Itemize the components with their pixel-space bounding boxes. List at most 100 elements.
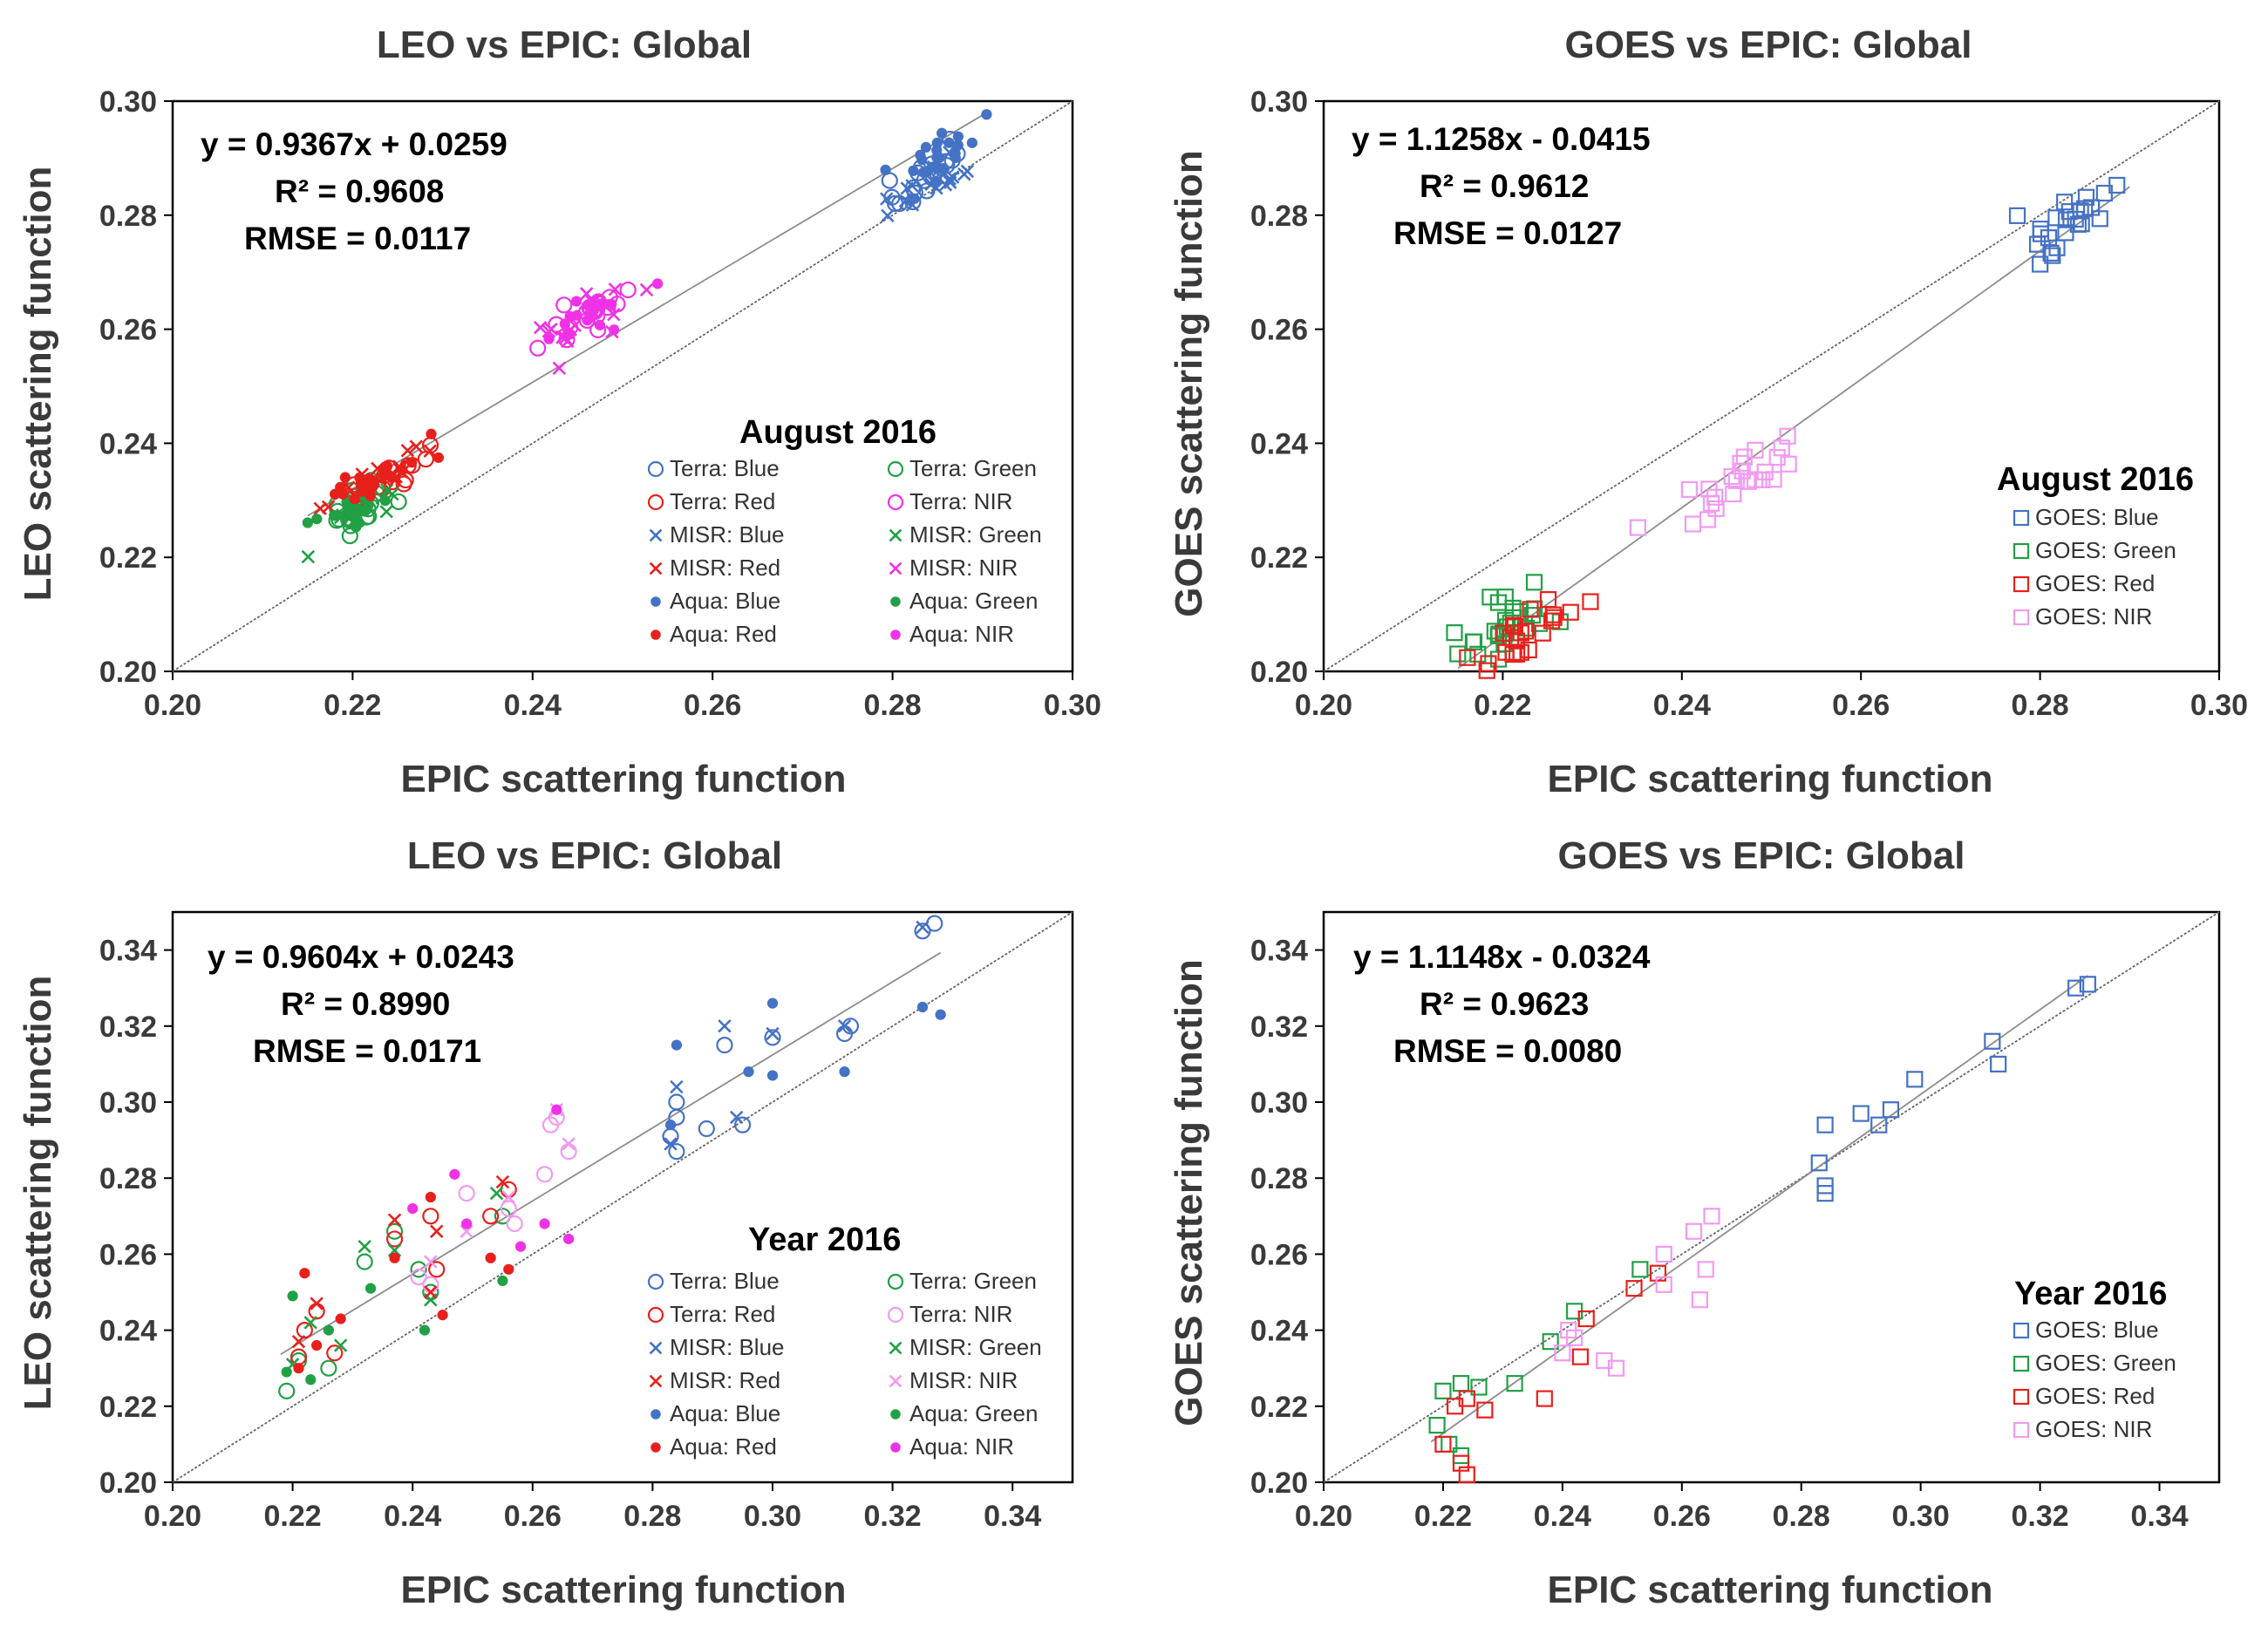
data-point: [407, 1202, 419, 1215]
legend-marker: [649, 562, 663, 575]
data-point: [385, 1230, 404, 1248]
series-goes-red: [1459, 590, 1599, 679]
series-terra-red: [289, 1181, 517, 1365]
legend-marker: [2013, 1322, 2030, 1339]
legend-label: GOES: NIR: [2035, 1416, 2152, 1442]
data-point: [662, 1127, 679, 1145]
data-point: [1446, 624, 1463, 642]
x-axis-label: EPIC scattering function: [401, 1569, 847, 1611]
legend: GOES: Blue GOES: Green GOES: Red GOES: NIR: [2013, 504, 2176, 630]
legend-item: MISR: NIR: [889, 555, 1018, 581]
data-point: [364, 1283, 377, 1294]
data-point: [424, 1285, 438, 1299]
data-point: [960, 164, 975, 179]
data-point: [668, 1143, 685, 1161]
data-point: [1458, 1466, 1475, 1483]
data-point: [1691, 1291, 1708, 1309]
data-point: [379, 505, 393, 519]
data-point: [670, 1079, 684, 1094]
legend-item: GOES: Green: [2013, 1350, 2176, 1376]
data-point: [905, 179, 919, 193]
data-point: [1810, 1154, 1828, 1172]
x-tick-label: 0.24: [1534, 1500, 1591, 1533]
x-tick-label: 0.22: [324, 689, 381, 722]
y-tick-label: 0.34: [99, 935, 157, 968]
data-point: [1522, 601, 1539, 618]
data-point: [587, 310, 598, 322]
plot-area: 0.20 0.22 0.24 0.26 0.28 0.30 0.20 0.22 0.24 0.26…: [99, 85, 1101, 722]
panel-leo-year: 0.20 0.22 0.24 0.26 0.28 0.30 0.32 0.34 0.20 0.22…: [17, 834, 1074, 1611]
data-point: [619, 281, 637, 299]
data-point: [503, 1263, 514, 1275]
legend-item: MISR: Blue: [649, 521, 785, 548]
data-point: [356, 1253, 373, 1270]
data-point: [539, 1218, 550, 1229]
legend-label: GOES: Green: [2035, 1350, 2176, 1376]
x-tick-label: 0.30: [1892, 1500, 1950, 1533]
data-point: [562, 1233, 575, 1245]
plot-area: 0.20 0.22 0.24 0.26 0.28 0.30 0.32 0.34 0.20 0.22…: [99, 910, 1074, 1533]
data-point: [733, 1116, 752, 1133]
data-point: [1517, 619, 1536, 637]
data-point: [1852, 1105, 1870, 1122]
data-point: [1481, 589, 1499, 606]
y-tick-label: 0.20: [99, 656, 157, 689]
data-point: [497, 1275, 508, 1287]
y-tick-label: 0.20: [99, 1467, 157, 1500]
data-point: [2079, 976, 2096, 993]
data-point: [430, 1224, 444, 1238]
legend-marker: [889, 562, 902, 575]
data-point: [1459, 649, 1476, 666]
data-point: [1779, 427, 1796, 445]
series-terra-blue: [662, 915, 943, 1161]
data-point: [296, 1321, 313, 1339]
legend-item: Terra: NIR: [887, 488, 1012, 514]
rmse: RMSE = 0.0127: [1393, 215, 1622, 251]
y-tick-label: 0.22: [99, 541, 157, 575]
panel-title: LEO vs EPIC: Global: [377, 24, 752, 66]
data-point: [716, 1036, 733, 1054]
data-point: [305, 1374, 317, 1385]
data-point: [1582, 593, 1599, 610]
data-point: [909, 193, 920, 205]
data-point: [1565, 1329, 1584, 1346]
plot-area: 0.20 0.22 0.24 0.26 0.28 0.30 0.32 0.34 0.20 0.22…: [1250, 910, 2221, 1533]
x-tick-label: 0.28: [864, 689, 922, 722]
legend-item: Aqua: Red: [650, 621, 777, 647]
data-point: [880, 192, 894, 206]
x-tick-label: 0.32: [2012, 1500, 2069, 1533]
data-point: [570, 296, 582, 307]
data-point: [1544, 606, 1562, 623]
legend-item: GOES: Red: [2013, 570, 2155, 596]
legend-marker: [2013, 542, 2030, 560]
legend-label: MISR: Green: [909, 521, 1042, 548]
data-point: [551, 1104, 562, 1115]
data-point: [1732, 454, 1749, 472]
data-point: [2067, 979, 2085, 997]
data-point: [2072, 202, 2089, 220]
legend-item: GOES: NIR: [2013, 603, 2152, 630]
data-point: [2077, 188, 2095, 206]
data-point: [1723, 467, 1740, 486]
y-axis-label: GOES scattering function: [1168, 959, 1210, 1426]
legend-marker: [650, 1442, 661, 1453]
legend-label: Aqua: NIR: [909, 1433, 1014, 1460]
data-point: [1699, 511, 1717, 528]
data-point: [1452, 1454, 1470, 1472]
data-point: [1725, 485, 1742, 503]
data-point: [329, 510, 340, 521]
data-point: [1984, 1032, 2001, 1050]
data-point: [1816, 1185, 1834, 1202]
series-aqua-green: [281, 1275, 508, 1385]
data-point: [1536, 1390, 1553, 1407]
y-tick-label: 0.24: [99, 427, 157, 460]
data-point: [718, 1019, 732, 1033]
panel-goes-august: 0.20 0.22 0.24 0.26 0.28 0.30 0.20 0.22 0.24 0.26…: [1168, 24, 2248, 800]
data-point: [289, 1348, 308, 1365]
y-tick-label: 0.30: [99, 1086, 157, 1120]
one-to-one-line: [172, 911, 1073, 1483]
data-point: [1629, 519, 1646, 536]
data-point: [311, 514, 323, 525]
y-tick-label: 0.22: [1250, 1391, 1308, 1424]
